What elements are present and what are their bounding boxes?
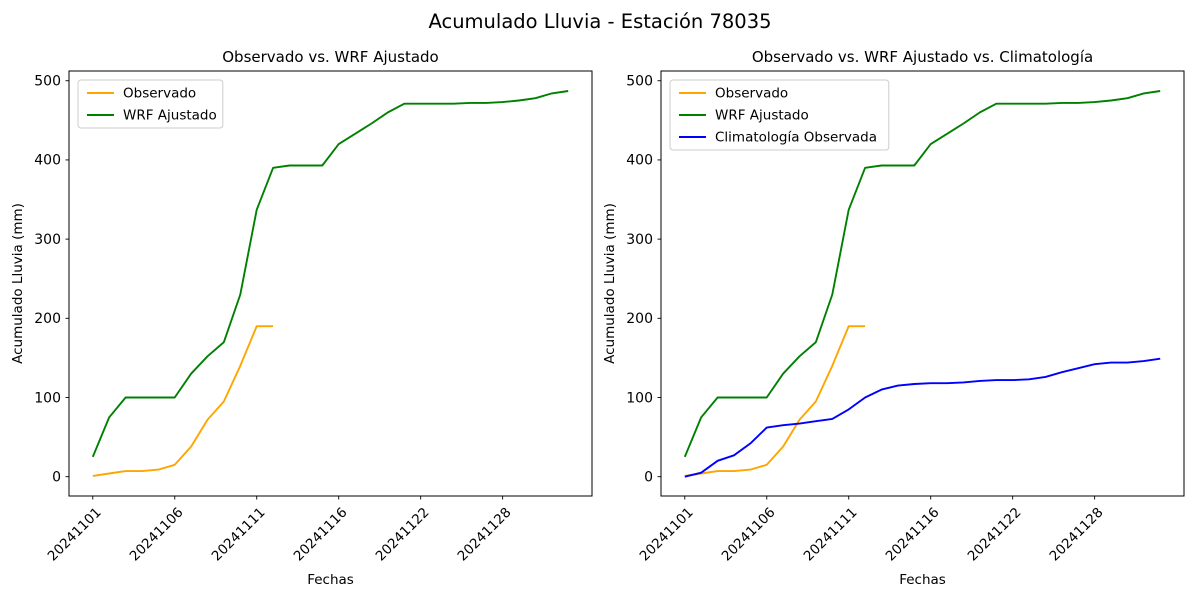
plot-area (68, 70, 593, 497)
legend-label: Observado (123, 86, 196, 102)
legend-label: Observado (715, 86, 788, 102)
series-line-wrf-ajustado (683, 90, 1161, 458)
chart-observado-vs-wrf: 0 100 200 300 400 500 20241101 20241106 20241111… (10, 48, 593, 588)
x-axis-tick-label: 20241106 (127, 505, 187, 565)
y-axis-tick-label: 100 (626, 390, 653, 406)
y-axis-tick-label: 500 (626, 74, 653, 90)
x-axis-tick-label: 20241122 (965, 505, 1025, 565)
y-axis-tick-label: 400 (626, 153, 653, 169)
x-axis-tick-label: 20241116 (291, 505, 351, 565)
x-axis-tick-label: 20241106 (719, 505, 779, 565)
series-line-observado (684, 325, 866, 477)
series-line-wrf-ajustado (91, 90, 569, 458)
legend-label: Climatología Observada (715, 130, 877, 146)
legend-label: WRF Ajustado (715, 108, 809, 124)
x-axis-tick-label: 20241101 (45, 505, 105, 565)
x-axis-label: Fechas (307, 572, 354, 588)
y-axis-tick-label: 100 (34, 390, 61, 406)
y-axis-tick-label: 0 (644, 469, 653, 485)
x-axis-label: Fechas (899, 572, 946, 588)
y-axis-tick-label: 200 (34, 311, 61, 327)
y-axis-tick-label: 300 (626, 232, 653, 248)
series-line-observado (92, 325, 274, 477)
x-axis-tick-label: 20241128 (455, 505, 515, 565)
axes-title: Observado vs. WRF Ajustado (222, 48, 438, 66)
y-axis-tick-label: 300 (34, 232, 61, 248)
legend-box (77, 79, 224, 129)
axes-title: Observado vs. WRF Ajustado vs. Climatolo… (752, 48, 1093, 66)
y-axis-tick-label: 0 (52, 469, 61, 485)
y-axis-tick-label: 500 (34, 74, 61, 90)
figure-title: Acumulado Lluvia - Estación 78035 (428, 10, 772, 33)
x-axis-tick-label: 20241128 (1047, 505, 1107, 565)
y-axis-label: Acumulado Lluvia (mm) (602, 203, 618, 364)
y-axis-tick-label: 200 (626, 311, 653, 327)
x-axis-tick-label: 20241122 (373, 505, 433, 565)
y-axis-tick-label: 400 (34, 153, 61, 169)
x-axis-tick-label: 20241101 (637, 505, 697, 565)
x-axis-tick-label: 20241111 (209, 505, 269, 565)
legend-box (669, 79, 890, 151)
x-axis-tick-label: 20241116 (883, 505, 943, 565)
series-line-climatolog-a-observada (684, 357, 1161, 478)
x-axis-tick-label: 20241111 (801, 505, 861, 565)
chart-observado-vs-wrf-vs-climatologia: 0 100 200 300 400 500 20241101 20241106 20241111… (602, 48, 1185, 588)
y-axis-label: Acumulado Lluvia (mm) (10, 203, 26, 364)
legend-label: WRF Ajustado (123, 108, 217, 124)
